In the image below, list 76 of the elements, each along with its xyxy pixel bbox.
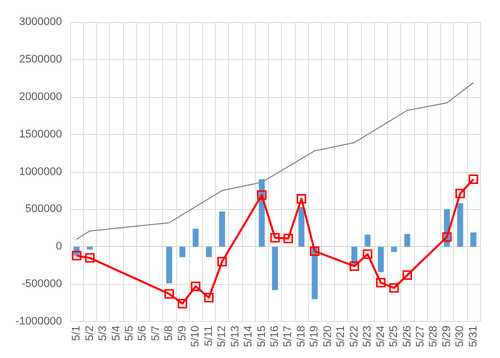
point bbox=[350, 261, 360, 271]
x-tick-label: 5/24 bbox=[374, 326, 387, 348]
y-tick-label: 2500000 bbox=[19, 53, 62, 66]
point bbox=[178, 298, 188, 308]
bar bbox=[192, 228, 199, 247]
x-tick-label: 5/23 bbox=[362, 326, 374, 348]
x-tick-label: 5/14 bbox=[242, 326, 255, 348]
y-tick-label: 3000000 bbox=[19, 16, 62, 28]
bar bbox=[166, 246, 172, 284]
bar bbox=[391, 246, 398, 252]
point bbox=[270, 232, 280, 242]
x-tick-label: 5/18 bbox=[295, 326, 308, 348]
x-tick-label: 5/15 bbox=[256, 326, 268, 348]
y-tick-label: -500000 bbox=[22, 278, 62, 290]
x-tick-label: 5/22 bbox=[348, 326, 360, 348]
bar bbox=[86, 246, 93, 250]
point bbox=[164, 289, 174, 299]
x-tick-label: 5/29 bbox=[440, 326, 453, 348]
x-tick-label: 5/25 bbox=[388, 326, 400, 348]
x-tick-label: 5/16 bbox=[269, 326, 281, 348]
bar bbox=[470, 232, 476, 247]
x-tick-label: 5/7 bbox=[150, 326, 162, 341]
point bbox=[204, 292, 214, 302]
x-tick-label: 5/13 bbox=[229, 326, 242, 348]
x-tick-label: 5/21 bbox=[335, 326, 348, 348]
point bbox=[296, 194, 306, 204]
point bbox=[402, 270, 412, 280]
x-tick-label: 5/28 bbox=[428, 326, 440, 348]
bar bbox=[404, 234, 410, 247]
bar bbox=[298, 206, 304, 247]
x-tick-label: 5/27 bbox=[414, 326, 426, 348]
x-tick-label: 5/12 bbox=[216, 326, 228, 348]
point bbox=[468, 174, 478, 184]
point bbox=[72, 250, 82, 260]
x-tick-label: 5/6 bbox=[136, 326, 149, 341]
bar bbox=[206, 246, 212, 258]
bar bbox=[364, 234, 371, 247]
x-tick-label: 5/9 bbox=[176, 326, 188, 341]
y-tick-label: 1500000 bbox=[19, 128, 62, 140]
x-tick-label: 5/20 bbox=[322, 326, 334, 348]
y-tick-label: 500000 bbox=[25, 203, 62, 216]
point bbox=[455, 188, 465, 198]
bar bbox=[457, 203, 464, 247]
y-tick-label: -1000000 bbox=[16, 316, 62, 328]
x-tick-label: 5/3 bbox=[97, 326, 110, 341]
bar bbox=[179, 246, 186, 258]
point bbox=[376, 278, 386, 288]
x-tick-label: 5/2 bbox=[84, 326, 96, 341]
point bbox=[257, 190, 267, 200]
bar bbox=[219, 211, 226, 247]
x-tick-label: 5/19 bbox=[308, 326, 321, 348]
x-tick-label: 5/17 bbox=[282, 326, 294, 348]
x-tick-label: 5/1 bbox=[70, 326, 83, 341]
x-tick-label: 5/11 bbox=[202, 326, 215, 346]
point bbox=[217, 256, 227, 266]
x-tick-label: 5/5 bbox=[124, 326, 136, 341]
bar bbox=[272, 246, 278, 290]
point bbox=[389, 283, 399, 293]
bar bbox=[312, 246, 318, 300]
y-tick-label: 1000000 bbox=[19, 166, 62, 178]
point bbox=[283, 234, 293, 244]
x-tick-label: 5/30 bbox=[454, 326, 466, 348]
y-tick-label: 2000000 bbox=[19, 90, 62, 103]
point bbox=[310, 246, 320, 256]
y-tick-label: 0 bbox=[56, 240, 62, 253]
point bbox=[362, 249, 372, 259]
x-tick-label: 5/26 bbox=[401, 326, 414, 348]
point bbox=[442, 232, 452, 242]
line-series bbox=[76, 82, 474, 240]
x-tick-label: 5/4 bbox=[110, 326, 122, 341]
x-tick-label: 5/10 bbox=[190, 326, 202, 348]
point bbox=[190, 282, 200, 292]
x-tick-label: 5/8 bbox=[163, 326, 176, 341]
point bbox=[85, 253, 95, 263]
x-tick-label: 5/31 bbox=[467, 326, 480, 348]
bar bbox=[378, 246, 384, 272]
